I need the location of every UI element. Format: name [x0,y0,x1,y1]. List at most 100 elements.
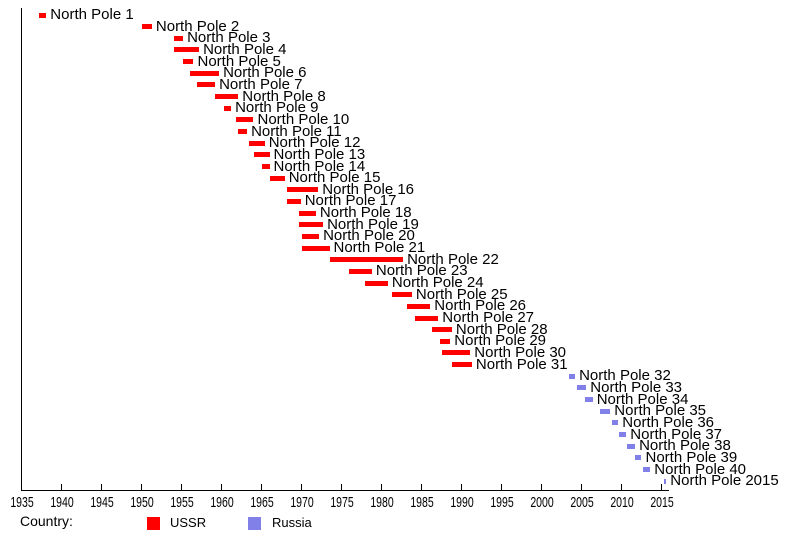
bar-north-pole-24 [364,280,388,286]
label-north-pole-33: North Pole 33 [590,378,683,396]
label-north-pole-32: North Pole 32 [579,367,671,385]
label-north-pole-35: North Pole 35 [614,402,707,420]
bar-north-pole-28 [431,327,452,333]
bar-north-pole-35 [599,408,611,414]
bar-north-pole-17 [287,198,301,204]
label-north-pole-22: North Pole 22 [407,250,499,268]
label-north-pole-9: North Pole 9 [235,99,319,117]
bar-north-pole-3 [174,35,184,41]
bar-north-pole-36 [611,420,619,426]
x-tick-1945 [100,483,103,490]
label-north-pole-23: North Pole 23 [375,262,468,280]
label-north-pole-30: North Pole 30 [474,343,567,361]
label-north-pole-1: North Pole 1 [50,6,134,23]
label-north-pole-2: North Pole 2 [155,17,240,35]
bar-north-pole-19 [299,222,324,228]
label-north-pole-13: North Pole 13 [273,145,366,163]
x-tick-label-1935: 1935 [9,494,34,511]
bar-north-pole-11 [237,129,248,135]
x-axis [20,489,669,492]
label-north-pole-37: North Pole 37 [630,425,723,443]
bar-north-pole-21 [301,245,330,251]
x-tick-label-1990: 1990 [449,494,474,511]
bar-north-pole-33 [576,385,587,391]
x-tick-1985 [420,483,423,490]
bar-north-pole-1 [39,12,47,18]
bar-north-pole-32 [568,373,576,379]
x-tick-2010 [620,483,623,490]
label-north-pole-4: North Pole 4 [203,40,287,58]
x-tick-label-2010: 2010 [609,494,634,511]
x-tick-1995 [500,483,503,490]
bar-north-pole-5 [183,59,194,65]
x-tick-1965 [260,483,263,490]
x-tick-label-1940: 1940 [49,494,74,511]
bar-north-pole-13 [253,152,270,158]
label-north-pole-7: North Pole 7 [219,75,303,93]
bar-north-pole-14 [261,164,270,169]
bar-north-pole-15 [269,175,285,181]
bar-north-pole-18 [299,210,316,216]
x-tick-label-2005: 2005 [569,494,594,511]
x-tick-2000 [540,483,543,490]
bar-north-pole-30 [441,350,471,356]
bar-north-pole-6 [189,70,220,76]
bar-north-pole-27 [415,315,439,321]
x-tick-label-2000: 2000 [529,494,554,511]
label-north-pole-26: North Pole 26 [434,297,527,315]
bar-north-pole-40 [643,467,651,473]
bar-north-pole-9 [223,105,232,111]
bar-north-pole-29 [439,338,451,344]
label-north-pole-6: North Pole 6 [223,64,307,82]
label-north-pole-40: North Pole 40 [654,460,747,478]
x-tick-2005 [580,483,583,490]
x-tick-label-1970: 1970 [289,494,314,511]
x-tick-label-2015: 2015 [649,494,674,511]
bar-north-pole-23 [348,268,372,274]
bar-north-pole-7 [196,82,216,88]
label-north-pole-8: North Pole 8 [242,87,326,105]
legend-swatch-ussr [147,517,160,530]
x-tick-label-1960: 1960 [209,494,234,511]
y-axis [20,8,23,491]
bar-north-pole-37 [619,432,627,438]
x-tick-label-1985: 1985 [409,494,434,511]
bar-north-pole-25 [391,292,412,298]
x-tick-label-1965: 1965 [249,494,274,511]
label-north-pole-11: North Pole 11 [251,122,342,140]
label-north-pole-16: North Pole 16 [322,180,415,198]
label-north-pole-27: North Pole 27 [442,309,535,327]
legend-label-ussr: USSR [170,515,207,530]
label-north-pole-39: North Pole 39 [645,448,738,466]
label-north-pole-19: North Pole 19 [327,215,419,233]
bar-north-pole-22 [329,257,404,263]
label-north-pole-31: North Pole 31 [475,355,568,373]
bar-north-pole-16 [287,187,319,193]
legend-label-russia: Russia [272,515,312,530]
x-tick-1970 [300,483,303,490]
x-tick-label-1975: 1975 [329,494,354,511]
x-tick-label-1950: 1950 [129,494,154,511]
label-north-pole-20: North Pole 20 [323,227,415,245]
bar-north-pole-8 [215,94,239,100]
label-north-pole-34: North Pole 34 [596,390,689,408]
label-north-pole-29: North Pole 29 [454,332,547,350]
label-north-pole-21: North Pole 21 [333,239,426,257]
legend-swatch-russia [248,517,261,530]
x-tick-1940 [60,483,63,490]
label-north-pole-24: North Pole 24 [391,274,484,292]
label-north-pole-3: North Pole 3 [187,29,271,47]
legend-title: Country: [20,513,73,529]
label-north-pole-12: North Pole 12 [268,134,361,152]
x-tick-1955 [180,483,183,490]
x-tick-1950 [140,483,143,490]
bar-north-pole-4 [174,47,200,53]
x-tick-1990 [460,483,463,490]
x-tick-1975 [340,483,343,490]
label-north-pole-5: North Pole 5 [197,52,281,70]
label-north-pole-38: North Pole 38 [639,437,731,455]
label-north-pole-10: North Pole 10 [257,110,350,128]
label-north-pole-28: North Pole 28 [455,320,548,338]
